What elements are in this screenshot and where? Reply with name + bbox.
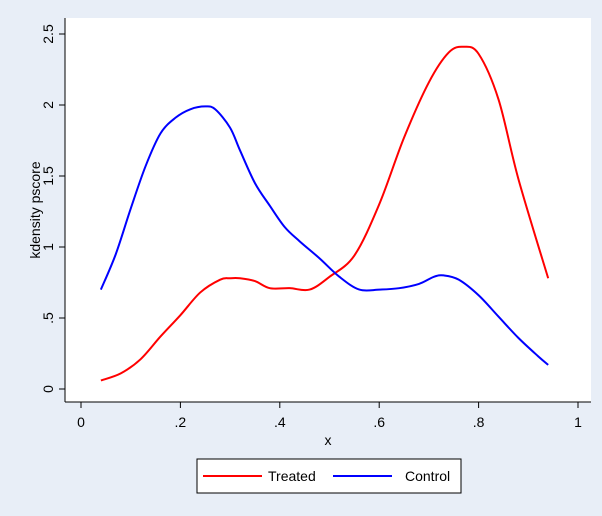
y-axis-label: kdensity pscore	[27, 161, 43, 258]
legend-label-treated: Treated	[268, 468, 316, 484]
y-tick-label: 2	[40, 101, 56, 109]
y-tick-label: 1	[40, 243, 56, 251]
series-line-treated	[100, 45, 550, 382]
y-ticks: 0 .5 1 1.5 2 2.5	[40, 24, 65, 393]
x-ticks: 0 .2 .4 .6 .8 1	[77, 402, 582, 430]
y-tick-label: 2.5	[40, 24, 56, 44]
x-tick-label: .4	[274, 414, 286, 430]
series-line-control	[99, 105, 549, 366]
legend: Treated Control	[196, 458, 462, 494]
x-tick-label: 0	[77, 414, 85, 430]
legend-label-control: Control	[405, 468, 450, 484]
y-tick-label: 0	[40, 385, 56, 393]
x-tick-label: .8	[473, 414, 485, 430]
x-tick-label: 1	[574, 414, 582, 430]
x-tick-label: .6	[373, 414, 385, 430]
series-lines	[99, 45, 550, 382]
x-axis-label: x	[325, 432, 332, 448]
axes	[64, 18, 591, 403]
x-tick-label: .2	[175, 414, 187, 430]
y-tick-label: .5	[40, 312, 56, 324]
plot-area	[65, 18, 591, 402]
y-tick-label: 1.5	[40, 166, 56, 186]
